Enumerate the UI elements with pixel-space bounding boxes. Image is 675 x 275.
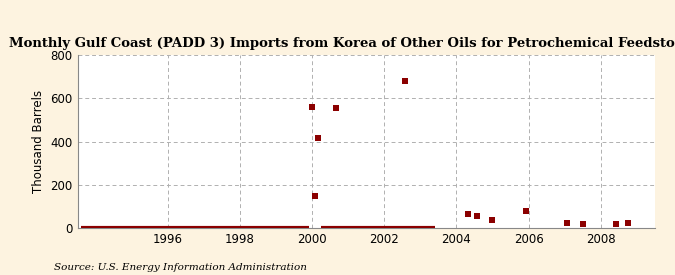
- Y-axis label: Thousand Barrels: Thousand Barrels: [32, 90, 45, 193]
- Point: [610, 222, 621, 226]
- Point: [463, 212, 474, 216]
- Title: Monthly Gulf Coast (PADD 3) Imports from Korea of Other Oils for Petrochemical F: Monthly Gulf Coast (PADD 3) Imports from…: [9, 37, 675, 50]
- Point: [400, 79, 410, 83]
- Point: [520, 209, 531, 213]
- Point: [562, 221, 573, 226]
- Point: [310, 194, 321, 198]
- Point: [622, 221, 633, 226]
- Point: [306, 104, 317, 109]
- Point: [487, 218, 498, 222]
- Text: Source: U.S. Energy Information Administration: Source: U.S. Energy Information Administ…: [54, 263, 307, 272]
- Point: [313, 136, 323, 141]
- Point: [472, 214, 483, 219]
- Point: [577, 222, 588, 227]
- Point: [331, 106, 342, 110]
